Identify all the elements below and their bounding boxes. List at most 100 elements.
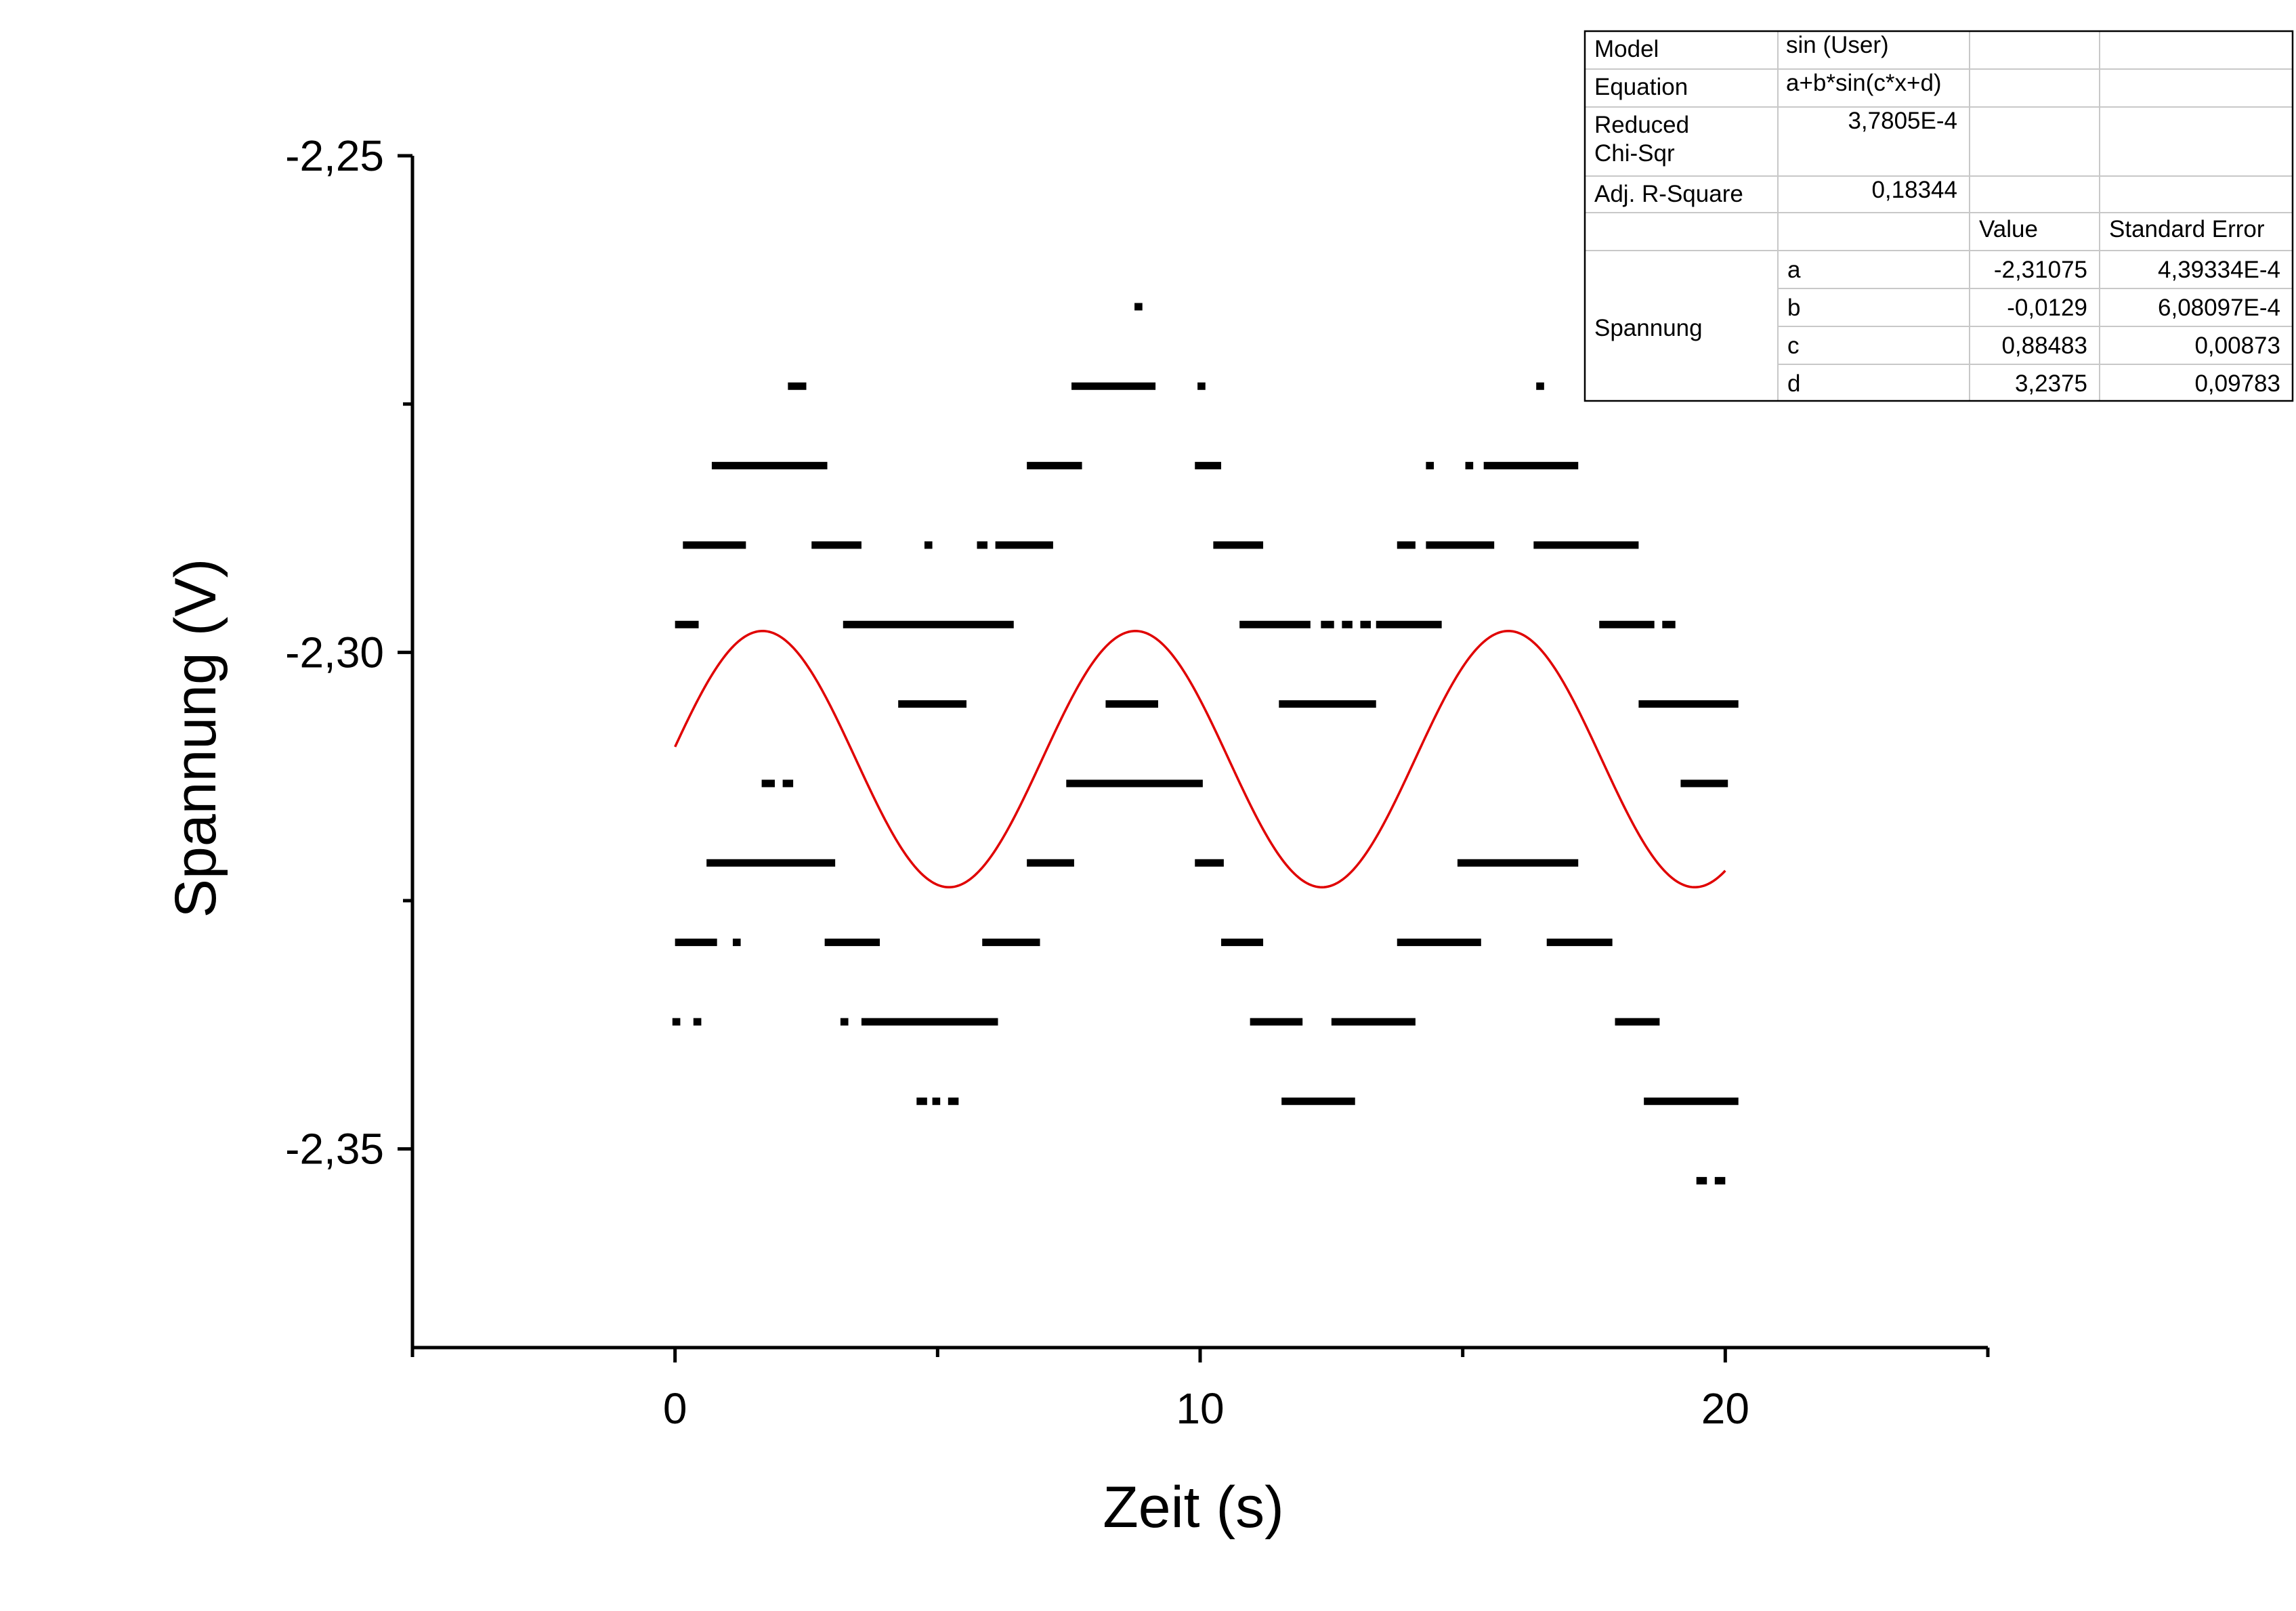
- table-cell: a: [1787, 257, 1801, 283]
- data-points: [672, 303, 1739, 1185]
- table-cell: 6,08097E-4: [2158, 295, 2280, 321]
- data-point: [683, 541, 746, 549]
- fit-curve: [674, 630, 1726, 888]
- data-point: [1281, 1097, 1355, 1105]
- fit-results-table: Model sin (User) Equation a+b*sin(c*x+d) Red…: [1583, 30, 2294, 402]
- table-cell: 3,7805E-4: [1848, 108, 1957, 134]
- data-point: [948, 1097, 959, 1105]
- data-point: [1397, 939, 1481, 947]
- axes: 0 10 20 -2,25 -2,30 -2,35: [285, 131, 1990, 1433]
- data-point: [840, 1018, 849, 1026]
- table-cell: 0,09783: [2194, 370, 2280, 397]
- x-tick-label: 20: [1701, 1384, 1749, 1433]
- data-point: [1250, 1018, 1303, 1026]
- data-point: [1644, 1097, 1739, 1105]
- data-point: [824, 939, 880, 947]
- data-point: [1546, 939, 1613, 947]
- data-point: [1457, 859, 1579, 867]
- data-point: [1342, 620, 1353, 628]
- data-point: [916, 1097, 927, 1105]
- data-point: [1027, 462, 1082, 470]
- table-cell: b: [1787, 295, 1800, 321]
- x-tick-label: 0: [663, 1384, 687, 1433]
- data-point: [675, 620, 699, 628]
- data-point: [1426, 541, 1495, 549]
- data-point: [788, 382, 807, 390]
- data-point: [675, 939, 717, 947]
- table-cell: Value: [1979, 216, 2038, 242]
- y-tick-label: -2,30: [285, 628, 384, 676]
- data-point: [1195, 859, 1224, 867]
- data-point: [1615, 1018, 1660, 1026]
- data-point: [1195, 462, 1222, 470]
- data-point: [1134, 303, 1143, 311]
- data-point: [843, 620, 1014, 628]
- data-point: [711, 462, 828, 470]
- data-point: [1279, 700, 1376, 708]
- data-point: [977, 541, 987, 549]
- data-point: [782, 779, 794, 788]
- table-cell: 0,00873: [2194, 332, 2280, 359]
- data-point: [1066, 779, 1203, 788]
- data-point: [898, 700, 966, 708]
- table-cell: d: [1787, 370, 1800, 397]
- data-point: [1321, 620, 1334, 628]
- data-point: [1599, 620, 1655, 628]
- data-point: [1213, 541, 1264, 549]
- data-point: [1696, 1177, 1707, 1185]
- data-point: [672, 1018, 681, 1026]
- data-point: [932, 1097, 941, 1105]
- table-cell: sin (User): [1786, 32, 1889, 58]
- table-cell: c: [1787, 332, 1800, 359]
- data-point: [811, 541, 862, 549]
- data-point: [1397, 541, 1416, 549]
- data-point: [1680, 779, 1728, 788]
- table-cell: Reduced Chi-Sqr: [1594, 112, 1689, 167]
- table-cell: 3,2375: [2015, 370, 2087, 397]
- data-point: [1331, 1018, 1416, 1026]
- data-point: [924, 541, 933, 549]
- data-point: [1105, 700, 1158, 708]
- data-point: [1426, 462, 1434, 470]
- data-point: [1197, 382, 1206, 390]
- table-cell: a+b*sin(c*x+d): [1786, 70, 1942, 96]
- data-point: [982, 939, 1040, 947]
- table-cell: 0,88483: [2001, 332, 2087, 359]
- table-cell-line: Reduced: [1594, 112, 1689, 138]
- data-point: [1638, 700, 1739, 708]
- y-tick-label: -2,25: [285, 131, 384, 180]
- table-cell: -2,31075: [1994, 257, 2087, 283]
- y-tick-label: -2,35: [285, 1125, 384, 1174]
- data-point: [861, 1018, 998, 1026]
- x-tick-label: 10: [1176, 1384, 1224, 1433]
- table-cell: Model: [1594, 36, 1659, 62]
- data-point: [995, 541, 1053, 549]
- x-axis-title: Zeit (s): [1103, 1475, 1284, 1540]
- table-cell: Equation: [1594, 74, 1688, 100]
- table-cell: -0,0129: [2007, 295, 2087, 321]
- data-point: [1027, 859, 1074, 867]
- axis-labels: Zeit (s) Spannung (V): [163, 559, 1284, 1540]
- data-point: [693, 1018, 702, 1026]
- data-point: [1221, 939, 1264, 947]
- table-cell-line: Chi-Sqr: [1594, 140, 1675, 167]
- data-point: [1376, 620, 1442, 628]
- data-point: [1239, 620, 1311, 628]
- data-point: [706, 859, 836, 867]
- table-cell: Standard Error: [2109, 216, 2265, 242]
- data-point: [761, 779, 775, 788]
- data-point: [1483, 462, 1579, 470]
- data-point: [1536, 382, 1544, 390]
- data-point: [732, 939, 741, 947]
- y-axis-title: Spannung (V): [163, 559, 228, 918]
- table-cell: 0,18344: [1871, 177, 1957, 203]
- data-point: [1662, 620, 1676, 628]
- data-point: [1360, 620, 1371, 628]
- data-point: [1714, 1177, 1726, 1185]
- data-point: [1465, 462, 1474, 470]
- table-cell: Adj. R-Square: [1594, 181, 1743, 207]
- data-point: [1533, 541, 1639, 549]
- table-cell: Spannung: [1594, 315, 1703, 341]
- data-point: [1071, 382, 1156, 390]
